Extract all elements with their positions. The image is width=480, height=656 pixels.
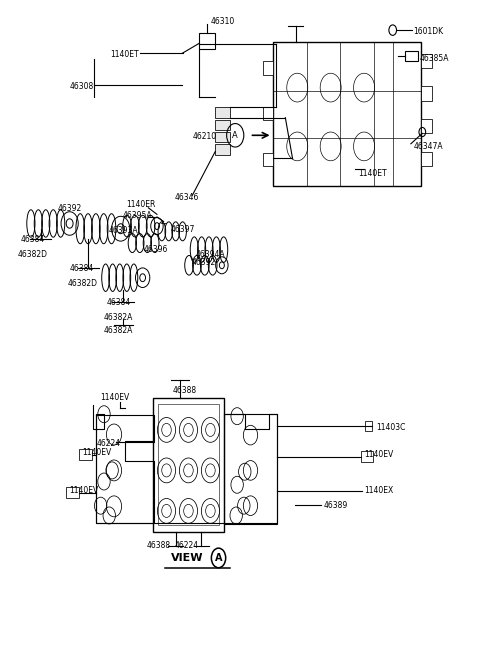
Text: 1140EX: 1140EX: [364, 486, 393, 495]
Bar: [263, 153, 274, 166]
Bar: [365, 420, 372, 431]
Text: 46382D: 46382D: [18, 251, 48, 260]
Bar: [263, 107, 274, 120]
Bar: [361, 451, 373, 462]
Text: 11403C: 11403C: [376, 422, 406, 432]
Bar: [263, 62, 274, 75]
Text: 46394A: 46394A: [195, 251, 225, 260]
Bar: [215, 144, 229, 155]
Text: 46310: 46310: [210, 16, 235, 26]
Text: 1140ER: 1140ER: [126, 199, 156, 209]
Bar: [421, 87, 432, 100]
Bar: [274, 42, 421, 186]
Text: 46347A: 46347A: [413, 142, 443, 151]
Text: 46346: 46346: [175, 193, 199, 202]
Text: A: A: [215, 553, 222, 563]
Text: 46393A: 46393A: [108, 226, 138, 236]
Text: 1140ET: 1140ET: [110, 51, 139, 60]
Text: 1140EV: 1140EV: [70, 486, 99, 495]
Text: 46384: 46384: [69, 264, 94, 272]
Text: 1140EV: 1140EV: [364, 450, 393, 459]
Text: 1140EV: 1140EV: [83, 449, 112, 457]
Bar: [158, 405, 219, 525]
Bar: [421, 54, 432, 68]
Text: 46382A: 46382A: [104, 313, 133, 322]
Text: A: A: [232, 131, 238, 140]
Text: 46389: 46389: [324, 501, 348, 510]
Bar: [224, 414, 277, 524]
Text: 46385A: 46385A: [420, 54, 449, 63]
Text: 46382D: 46382D: [67, 279, 97, 288]
Bar: [421, 152, 432, 166]
Bar: [421, 119, 432, 133]
Bar: [199, 33, 215, 49]
Text: 1140EV: 1140EV: [100, 393, 130, 402]
Text: 46384: 46384: [107, 298, 131, 307]
Bar: [215, 132, 229, 142]
Text: 1140ET: 1140ET: [359, 169, 387, 178]
Text: 46382A: 46382A: [104, 326, 133, 335]
Text: 46224: 46224: [175, 541, 199, 550]
Text: 46392: 46392: [58, 204, 82, 213]
Bar: [153, 398, 224, 532]
Text: 46308: 46308: [70, 82, 94, 91]
Bar: [215, 119, 229, 130]
Bar: [405, 51, 418, 62]
Text: 46388: 46388: [173, 386, 197, 396]
Text: VIEW: VIEW: [171, 553, 204, 564]
Text: 1601DK: 1601DK: [413, 27, 444, 36]
Bar: [215, 107, 229, 117]
Bar: [79, 449, 92, 460]
Text: 46395A: 46395A: [123, 211, 153, 220]
Text: 46224: 46224: [97, 439, 121, 447]
Text: 46388: 46388: [147, 541, 171, 550]
Text: 46210: 46210: [192, 132, 216, 141]
Text: 46384: 46384: [21, 235, 45, 244]
Text: 46396: 46396: [144, 245, 168, 254]
Text: 46397: 46397: [171, 225, 195, 234]
Bar: [66, 487, 79, 498]
Text: 46392: 46392: [192, 258, 216, 267]
